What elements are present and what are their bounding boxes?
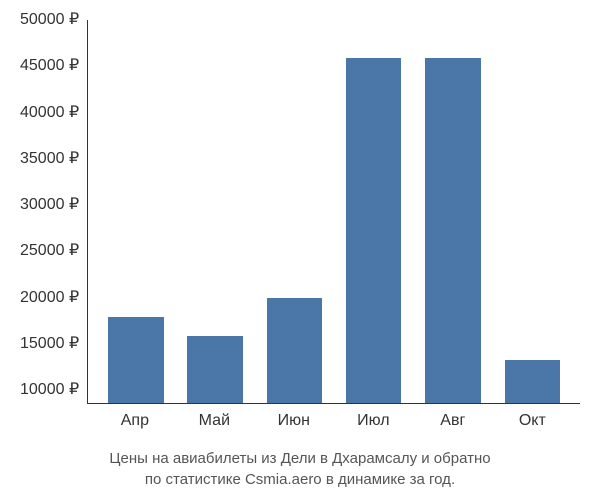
bar: [505, 360, 561, 403]
bar: [425, 58, 481, 403]
x-tick: Июл: [334, 412, 413, 430]
x-tick: Апр: [95, 412, 174, 430]
plot-area: [87, 20, 580, 404]
y-axis: 50000 ₽ 45000 ₽ 40000 ₽ 35000 ₽ 30000 ₽ …: [20, 20, 87, 390]
x-axis: АпрМайИюнИюлАвгОкт: [87, 404, 580, 430]
bar-wrap: [413, 20, 492, 403]
bar: [108, 317, 164, 403]
bar: [267, 298, 323, 403]
bar-wrap: [334, 20, 413, 403]
bar-wrap: [175, 20, 254, 403]
x-tick: Май: [175, 412, 254, 430]
caption-line-2: по статистике Csmia.aero в динамике за г…: [20, 469, 580, 490]
bar-chart: 50000 ₽ 45000 ₽ 40000 ₽ 35000 ₽ 30000 ₽ …: [20, 20, 580, 430]
bar: [187, 336, 243, 403]
bars-container: [88, 20, 580, 403]
bar: [346, 58, 402, 403]
x-tick: Авг: [413, 412, 492, 430]
bar-wrap: [255, 20, 334, 403]
bar-wrap: [493, 20, 572, 403]
x-tick: Окт: [493, 412, 572, 430]
x-tick: Июн: [254, 412, 333, 430]
chart-caption: Цены на авиабилеты из Дели в Дхарамсалу …: [20, 448, 580, 490]
bar-wrap: [96, 20, 175, 403]
caption-line-1: Цены на авиабилеты из Дели в Дхарамсалу …: [20, 448, 580, 469]
